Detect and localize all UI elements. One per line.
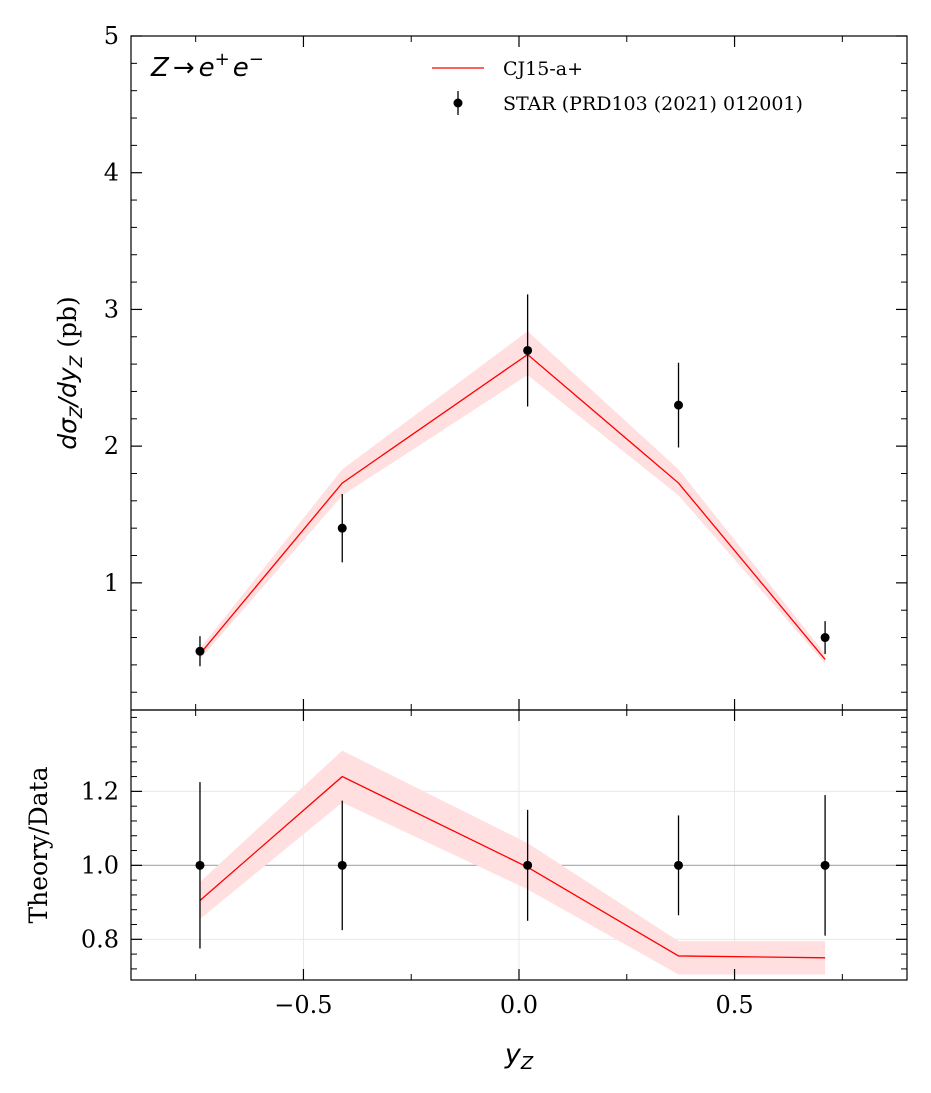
annotation-arrow: → xyxy=(173,53,195,83)
bottom-data-point xyxy=(337,860,347,870)
bottom-y-tick-label: 0.8 xyxy=(81,925,119,953)
xlabel-base: y xyxy=(504,1039,522,1070)
top-data-point xyxy=(674,400,684,410)
top-theory-line xyxy=(199,353,826,660)
bottom-panel: 0.8 1.0 1.2 −0.5 0.0 0.5 Theory/Data yZ xyxy=(24,709,908,1074)
bottom-ticks: 0.8 1.0 1.2 −0.5 0.0 0.5 xyxy=(81,710,907,1019)
annotation-sup1: + xyxy=(215,49,230,70)
bottom-x-tick-label: 0.5 xyxy=(715,991,753,1019)
top-data-point xyxy=(523,345,533,355)
top-series-layer xyxy=(195,294,830,667)
top-y-tick-label: 3 xyxy=(104,295,119,323)
bottom-uncertainty-band xyxy=(199,750,826,975)
bottom-y-tick-label: 1.0 xyxy=(81,851,119,879)
annotation-base: Z xyxy=(150,53,170,83)
top-ticks: 1 2 3 4 5 xyxy=(104,22,907,710)
top-y-tick-label: 2 xyxy=(104,432,119,460)
top-y-axis-label: dσZ/dyZ (pb) xyxy=(53,296,87,450)
top-y-tick-label: 1 xyxy=(104,569,119,597)
annotation-e1: e xyxy=(199,53,215,83)
ylabel-prefix: dσ xyxy=(53,417,82,450)
ylabel-mid: /dy xyxy=(53,366,82,408)
legend-swatch-data-marker xyxy=(453,98,463,108)
top-data-point xyxy=(820,633,830,643)
legend-label-data: STAR (PRD103 (2021) 012001) xyxy=(503,93,803,115)
legend-label-theory: CJ15-a+ xyxy=(503,58,583,80)
xlabel-sub: Z xyxy=(520,1053,534,1074)
top-uncertainty-band xyxy=(199,331,826,664)
top-y-tick-label: 5 xyxy=(104,22,119,50)
ylabel-sub1: Z xyxy=(67,406,87,419)
top-y-tick-label: 4 xyxy=(104,159,119,187)
top-data-point xyxy=(195,646,205,656)
bottom-series-layer xyxy=(195,775,830,959)
ylabel-unit: (pb) xyxy=(53,296,82,355)
top-data-point xyxy=(337,523,347,533)
top-band-layer xyxy=(199,331,826,664)
legend: CJ15-a+ STAR (PRD103 (2021) 012001) xyxy=(432,58,803,115)
bottom-data-point xyxy=(195,860,205,870)
bottom-x-tick-label: 0.0 xyxy=(500,991,538,1019)
bottom-plot-frame xyxy=(130,709,908,981)
annotation-sup2: − xyxy=(249,49,264,70)
bottom-data-point xyxy=(820,860,830,870)
bottom-y-axis-label: Theory/Data xyxy=(24,766,53,923)
bottom-x-tick-label: −0.5 xyxy=(274,991,332,1019)
bottom-data-point xyxy=(674,860,684,870)
ylabel-sub2: Z xyxy=(67,355,87,368)
x-axis-label: yZ xyxy=(504,1039,534,1074)
annotation-e2: e xyxy=(233,53,249,83)
bottom-band-layer xyxy=(199,750,826,975)
top-annotation: Z → e+ e− xyxy=(150,49,264,83)
bottom-data-point xyxy=(523,860,533,870)
bottom-y-tick-label: 1.2 xyxy=(81,777,119,805)
